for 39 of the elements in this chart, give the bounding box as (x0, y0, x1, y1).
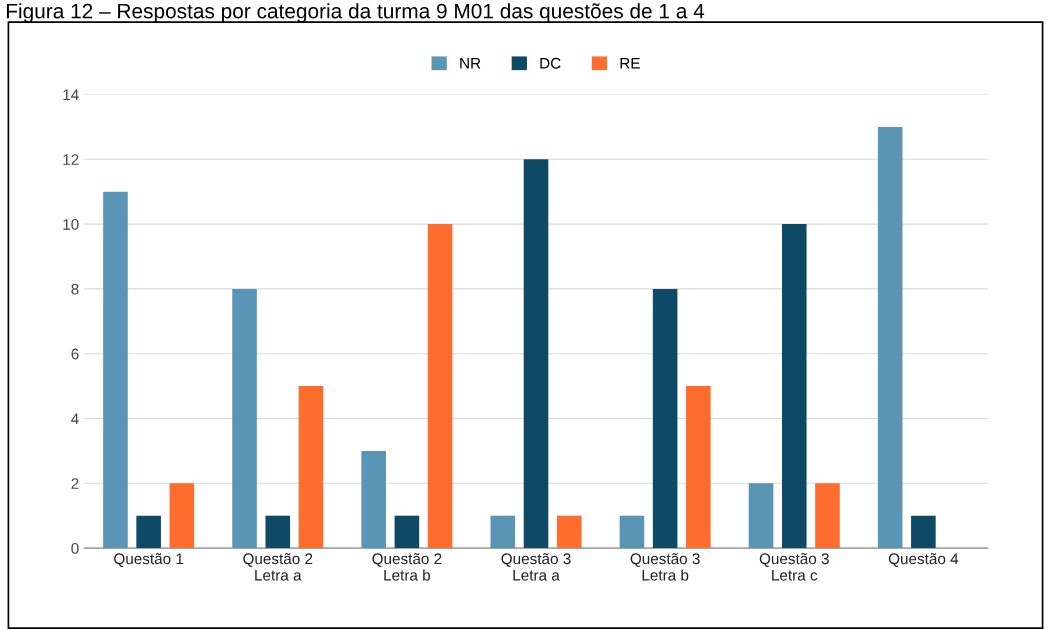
bar (136, 515, 161, 549)
x-tick-label: Questão 3 Letra a (501, 553, 571, 581)
legend-label: NR (460, 58, 481, 69)
bar (361, 450, 386, 549)
y-tick-label: 6 (71, 348, 79, 360)
y-tick-label: 2 (71, 478, 79, 489)
bar (427, 224, 453, 549)
bar (265, 515, 291, 549)
legend-label: RE (620, 58, 640, 69)
x-tick-label: Questão 4 (888, 553, 959, 567)
bar (652, 288, 678, 549)
x-tick-label: Questão 3 Letra b (630, 553, 700, 581)
bar (394, 515, 420, 549)
bar (781, 224, 807, 549)
bar (523, 159, 549, 549)
bar (911, 515, 936, 549)
chart-title: Figura 12 – Respostas por categoria da turma 9 M01 das questões de 1 a 4 (6, 3, 705, 23)
y-tick-label: 10 (63, 218, 79, 230)
bar (490, 515, 516, 549)
bar (619, 515, 645, 549)
bar (686, 386, 711, 549)
bar (748, 483, 774, 549)
y-tick-label: 4 (71, 413, 79, 425)
bar (298, 386, 324, 549)
x-tick-label: Questão 1 (114, 553, 184, 567)
bar (877, 126, 903, 549)
bar (815, 483, 840, 549)
x-tick-label: Questão 2 Letra b (372, 553, 442, 581)
y-tick-label: 8 (71, 283, 79, 295)
bar (232, 288, 257, 549)
x-tick-label: Questão 2 Letra a (243, 553, 313, 581)
bar (556, 515, 582, 549)
bar (103, 191, 128, 549)
y-tick-label: 0 (71, 542, 79, 554)
legend-label: DC (540, 57, 561, 69)
y-tick-label: 12 (63, 154, 79, 165)
bar (169, 483, 195, 549)
x-tick-label: Questão 3 Letra c (759, 553, 829, 581)
y-tick-label: 14 (63, 89, 79, 101)
